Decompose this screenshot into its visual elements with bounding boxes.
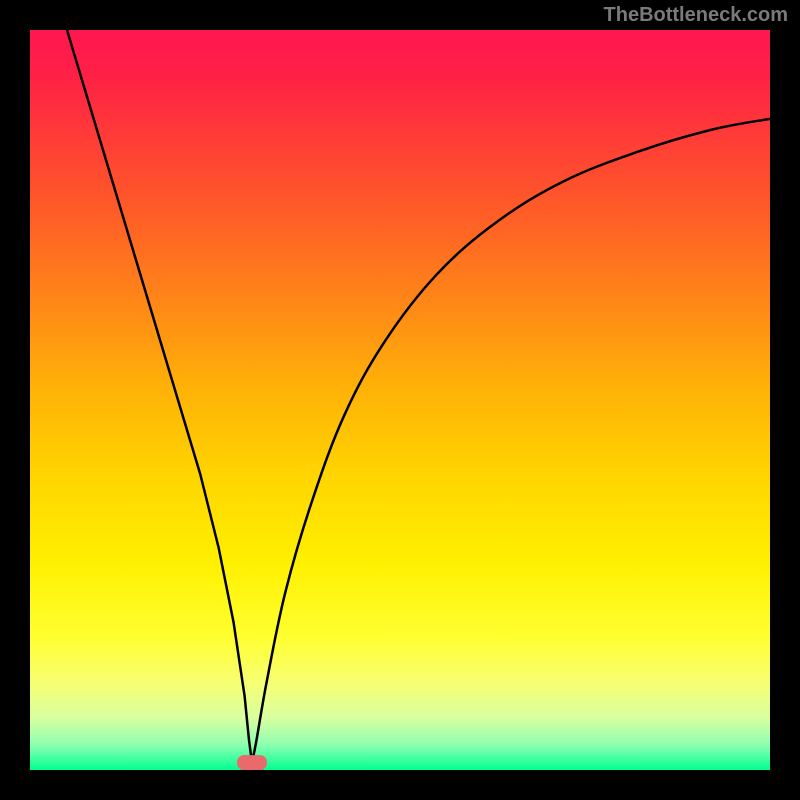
- optimum-marker: [237, 755, 267, 770]
- gradient-background: [30, 30, 770, 770]
- chart-container: TheBottleneck.com: [0, 0, 800, 800]
- plot-area: [30, 30, 770, 770]
- plot-svg: [30, 30, 770, 770]
- watermark-text: TheBottleneck.com: [604, 4, 788, 27]
